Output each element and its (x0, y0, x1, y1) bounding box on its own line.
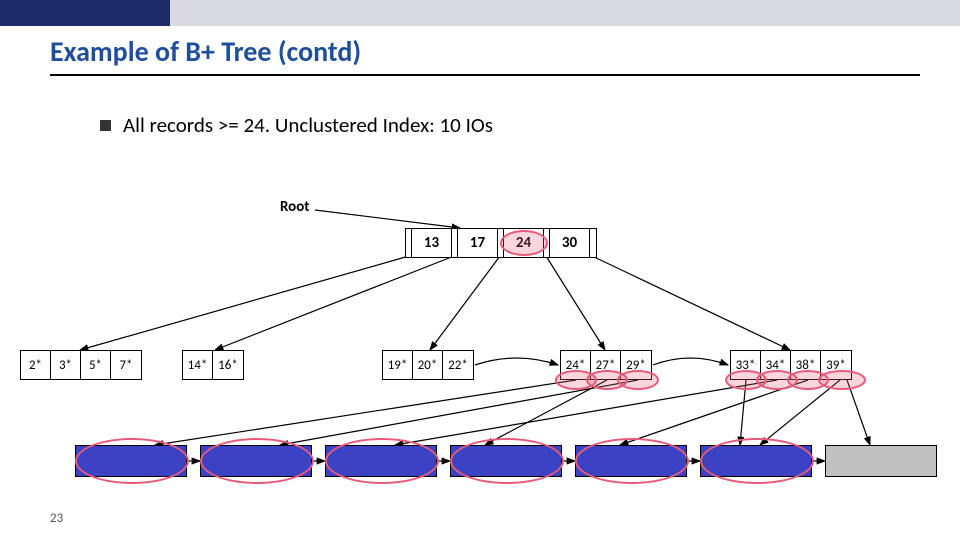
bullet-icon (100, 120, 111, 131)
highlight-ellipse (450, 438, 564, 484)
leaf-cell: 20* (413, 351, 443, 379)
data-page (825, 445, 937, 477)
highlight-ellipse (575, 438, 689, 484)
highlight-ellipse (75, 438, 189, 484)
leaf-cell: 7* (111, 351, 141, 379)
leaf-node: 19*20*22* (382, 350, 474, 380)
leaf-cell: 2* (21, 351, 51, 379)
highlight-ellipse (700, 438, 814, 484)
internal-key: 30 (550, 229, 590, 257)
bullet-text: All records >= 24. Unclustered Index: 10… (123, 112, 493, 138)
highlight-ellipse (325, 438, 439, 484)
title-underline (50, 74, 920, 76)
internal-key: 17 (458, 229, 498, 257)
internal-key: 24 (504, 229, 544, 257)
leaf-node: 2*3*5*7* (20, 350, 142, 380)
leaf-cell: 19* (383, 351, 413, 379)
leaf-cell: 14* (183, 351, 213, 379)
leaf-cell: 3* (51, 351, 81, 379)
highlight-ellipse (617, 370, 659, 390)
highlight-ellipse (818, 370, 866, 390)
bullet-row: All records >= 24. Unclustered Index: 10… (100, 112, 493, 138)
header-accent (0, 0, 170, 26)
leaf-cell: 16* (213, 351, 243, 379)
slide-title: Example of B+ Tree (contd) (50, 34, 361, 69)
leaf-cell: 22* (443, 351, 473, 379)
slide-number: 23 (50, 511, 63, 526)
leaf-node: 14*16* (182, 350, 244, 380)
internal-node: 13172430 (405, 228, 597, 258)
leaf-cell: 5* (81, 351, 111, 379)
internal-key: 13 (412, 229, 452, 257)
highlight-ellipse (200, 438, 314, 484)
root-label: Root (280, 198, 310, 216)
